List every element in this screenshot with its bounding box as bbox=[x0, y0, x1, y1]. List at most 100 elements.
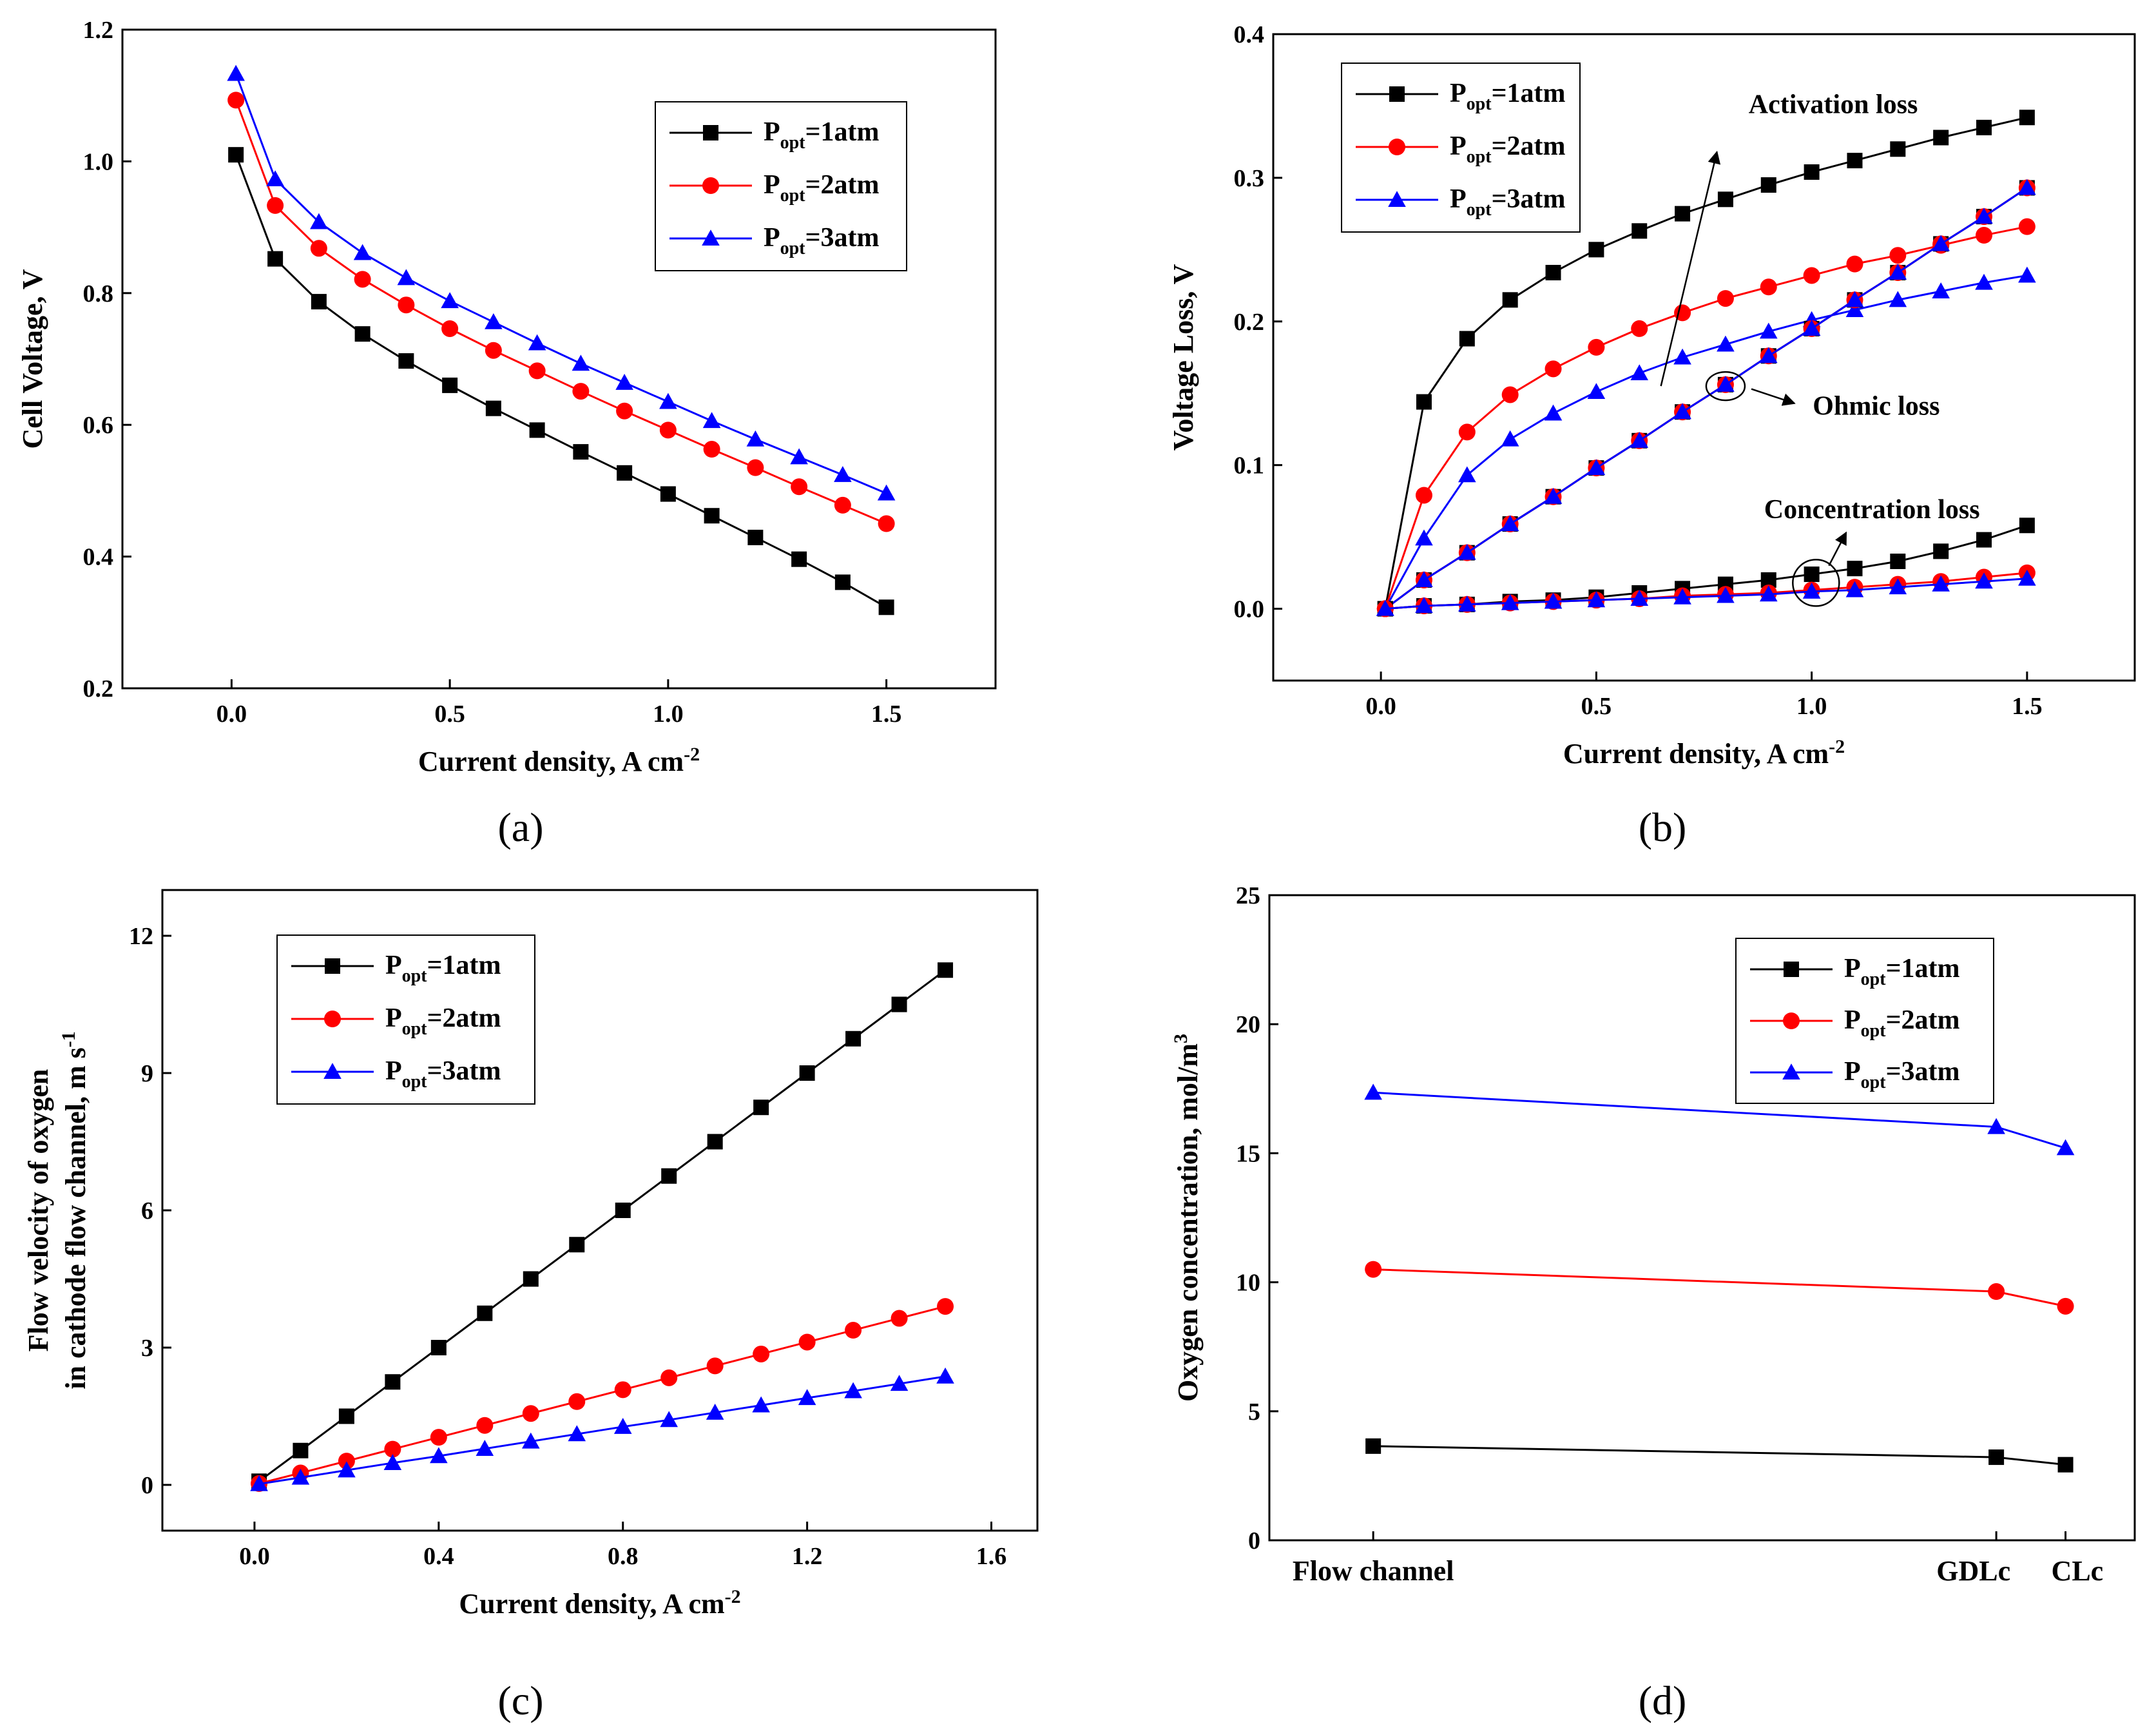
series-p-opt-1atm-concentration-loss bbox=[1377, 518, 2035, 617]
data-point bbox=[2018, 179, 2036, 195]
x-category-label: CLc bbox=[2052, 1555, 2104, 1587]
data-point bbox=[753, 1345, 770, 1362]
data-point bbox=[267, 197, 284, 214]
data-point bbox=[430, 1429, 447, 1446]
data-point bbox=[1932, 235, 1950, 251]
data-point bbox=[383, 1454, 402, 1470]
data-point bbox=[291, 1468, 310, 1485]
data-point bbox=[1502, 292, 1518, 308]
data-point bbox=[706, 1404, 724, 1420]
data-point bbox=[2057, 1297, 2074, 1315]
data-point bbox=[1889, 291, 1907, 307]
data-point bbox=[1976, 532, 1992, 548]
data-point bbox=[1932, 575, 1950, 592]
legend-marker bbox=[1389, 139, 1405, 155]
data-point bbox=[1458, 543, 1476, 560]
data-point bbox=[1845, 581, 1864, 597]
y-tick-label: 25 bbox=[1236, 882, 1260, 909]
data-point bbox=[1845, 291, 1864, 307]
data-point bbox=[476, 1417, 494, 1434]
data-point bbox=[267, 251, 284, 267]
data-point bbox=[616, 402, 633, 420]
data-point bbox=[1760, 177, 1776, 193]
data-point bbox=[384, 1440, 401, 1458]
data-point bbox=[614, 1381, 631, 1399]
data-point bbox=[1804, 164, 1820, 180]
panel-a-cell-voltage-chart: 0.20.40.60.81.01.20.0 0.5 1.0 1.5Popt=1atmP… bbox=[17, 17, 997, 850]
data-point bbox=[1932, 282, 1950, 299]
data-point bbox=[1889, 578, 1907, 595]
y-axis-label-line2: in cathode flow channel, m s-1 bbox=[58, 1031, 91, 1389]
data-point bbox=[568, 1393, 586, 1410]
data-point bbox=[1845, 301, 1864, 317]
y-tick-label: 0.0 bbox=[1234, 596, 1265, 623]
data-point bbox=[702, 412, 721, 429]
y-tick-label: 1.0 bbox=[83, 148, 114, 175]
data-point bbox=[311, 294, 327, 310]
data-point bbox=[1717, 376, 1735, 392]
legend-marker bbox=[1388, 191, 1406, 208]
x-category-label: Flow channel bbox=[1293, 1555, 1454, 1587]
series-line bbox=[258, 1305, 946, 1485]
data-point bbox=[1759, 585, 1778, 602]
data-point bbox=[398, 353, 414, 369]
x-tick-label: 1.5 bbox=[2012, 693, 2043, 720]
x-tick-label: 1.6 bbox=[976, 1543, 1007, 1570]
data-point bbox=[477, 1305, 493, 1321]
y-tick-label: 0.8 bbox=[83, 280, 114, 307]
panel-label: (b) bbox=[1639, 804, 1687, 850]
data-point bbox=[746, 430, 765, 447]
legend-marker bbox=[702, 229, 720, 246]
data-point bbox=[523, 1271, 539, 1287]
series-p-opt-2atm-activation-loss bbox=[1376, 218, 2036, 617]
data-point bbox=[890, 1310, 908, 1327]
data-point bbox=[1987, 1118, 2005, 1134]
data-point bbox=[1416, 394, 1432, 410]
data-point bbox=[1674, 304, 1691, 322]
concentration-loss-circle bbox=[1792, 559, 1840, 607]
legend-marker bbox=[323, 1063, 342, 1079]
data-point bbox=[528, 362, 546, 380]
data-point bbox=[1802, 320, 1821, 336]
data-point bbox=[310, 213, 328, 229]
data-point bbox=[1587, 459, 1606, 476]
data-point bbox=[1631, 223, 1648, 239]
data-point bbox=[1975, 572, 1993, 589]
data-point bbox=[891, 996, 907, 1012]
legend: Popt=1atm Popt=2atm Popt=3atm bbox=[655, 101, 907, 271]
activation-loss-arrow bbox=[1660, 150, 1721, 387]
data-point bbox=[1803, 267, 1820, 284]
data-point bbox=[707, 1134, 723, 1150]
data-point bbox=[1988, 1449, 2005, 1466]
data-point bbox=[613, 1418, 632, 1434]
y-tick-label: 0.6 bbox=[83, 412, 114, 439]
data-point bbox=[938, 962, 954, 978]
x-tick-label: 0.4 bbox=[423, 1543, 454, 1570]
data-point bbox=[1976, 119, 1992, 135]
data-point bbox=[747, 459, 764, 476]
series-p-opt-2atm bbox=[1365, 1261, 2074, 1315]
series-line bbox=[1384, 226, 2028, 610]
y-axis-label-line1: Flow velocity of oxygen bbox=[23, 1069, 54, 1352]
y-tick-label: 0.2 bbox=[83, 675, 114, 702]
legend-label: Popt=1atm bbox=[1450, 79, 1565, 114]
data-point bbox=[1975, 273, 1993, 290]
series-line bbox=[258, 969, 946, 1482]
plot-frame bbox=[121, 28, 997, 690]
y-tick-label: 0.2 bbox=[1234, 309, 1265, 336]
series-line bbox=[1384, 274, 2028, 610]
data-point bbox=[790, 448, 808, 465]
data-point bbox=[1673, 588, 1691, 605]
data-point bbox=[659, 421, 677, 439]
data-point bbox=[1675, 206, 1691, 222]
series-line bbox=[1373, 1268, 2066, 1308]
legend-marker bbox=[1389, 86, 1405, 102]
plot-frame bbox=[1268, 894, 2136, 1542]
data-point bbox=[569, 1237, 585, 1253]
data-point bbox=[1544, 592, 1563, 609]
data-point bbox=[704, 508, 720, 524]
data-point bbox=[2019, 518, 2035, 534]
data-point bbox=[1759, 322, 1778, 339]
